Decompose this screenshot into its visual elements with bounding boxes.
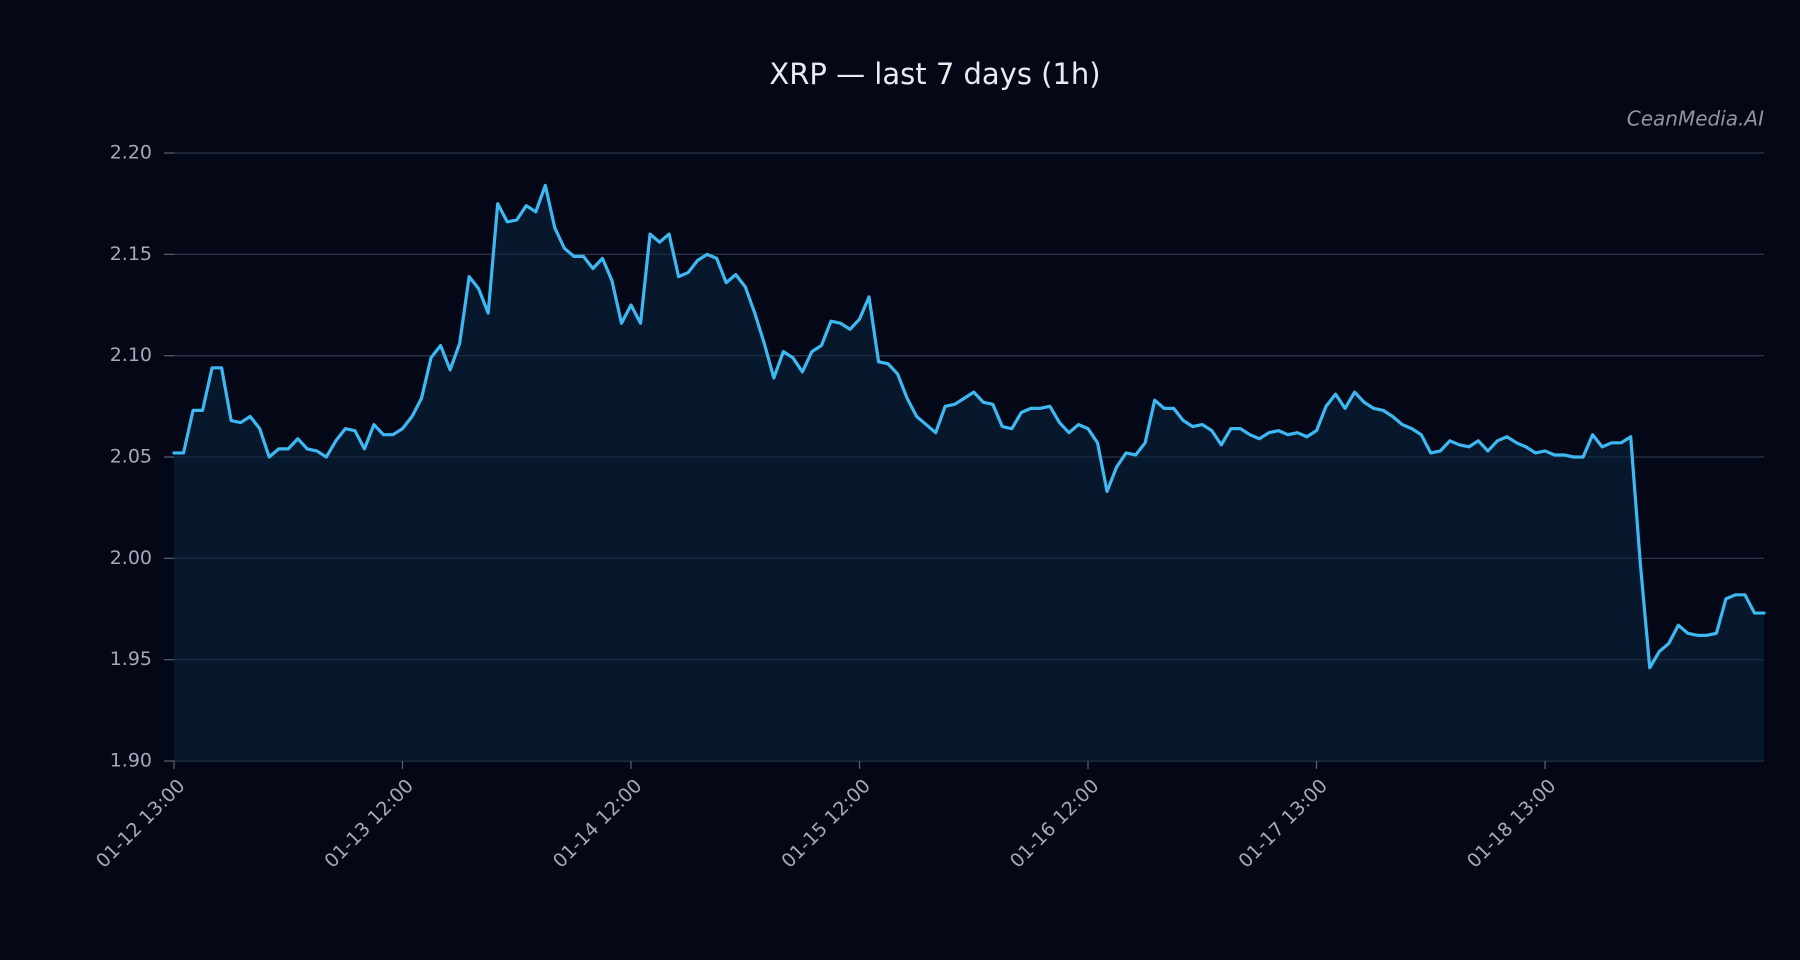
y-tick-label: 2.05 xyxy=(110,446,152,468)
y-tick-label: 1.90 xyxy=(110,750,152,772)
price-line xyxy=(172,183,1766,670)
chart-title: XRP — last 7 days (1h) xyxy=(769,57,1100,91)
y-tick-label: 1.95 xyxy=(110,648,152,670)
y-tick-label: 2.00 xyxy=(110,547,152,569)
y-tick-label: 2.15 xyxy=(110,243,152,265)
area xyxy=(174,185,1764,761)
y-tick-label: 2.10 xyxy=(110,344,152,366)
watermark: CeanMedia.AI xyxy=(1627,107,1764,131)
y-tick-label: 2.20 xyxy=(110,142,152,164)
